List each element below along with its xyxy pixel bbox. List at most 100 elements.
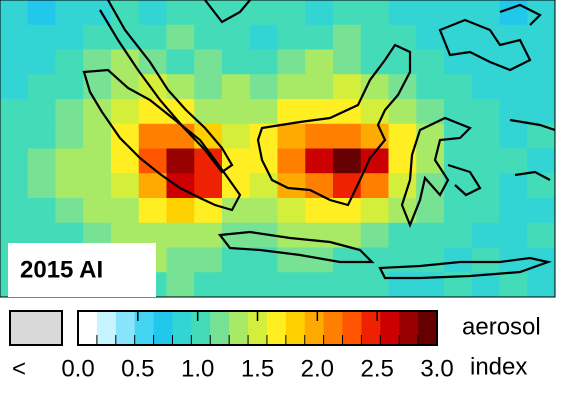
- grid-cell: [277, 198, 306, 224]
- grid-cell: [305, 272, 334, 298]
- grid-cell: [83, 148, 112, 174]
- grid-cell: [333, 247, 362, 273]
- colorbar-cell: [78, 311, 98, 345]
- grid-cell: [360, 173, 389, 199]
- colorbar-frame: [77, 310, 438, 346]
- grid-cell: [527, 148, 556, 174]
- grid-cell: [333, 74, 362, 100]
- grid-cell: [111, 99, 140, 125]
- grid-cell: [333, 123, 362, 149]
- grid-cell: [305, 222, 334, 248]
- grid-cell: [416, 0, 445, 26]
- grid-cell: [222, 49, 251, 75]
- grid-cell: [527, 74, 556, 100]
- grid-cell: [360, 123, 389, 149]
- grid-cell: [166, 0, 195, 26]
- grid-cell: [83, 24, 112, 50]
- grid-cell: [471, 148, 500, 174]
- grid-cell: [333, 99, 362, 125]
- colorbar-cell: [96, 311, 117, 345]
- title-box: [8, 243, 156, 297]
- grid-cell: [444, 148, 473, 174]
- map-frame: [0, 0, 556, 298]
- grid-cell: [360, 0, 389, 26]
- grid-cell: [471, 247, 500, 273]
- grid-cell: [111, 49, 140, 75]
- grid-cell: [305, 148, 334, 174]
- grid-cell: [138, 24, 167, 50]
- grid-cell: [416, 123, 445, 149]
- grid-cell: [333, 0, 362, 26]
- grid-cell: [388, 99, 417, 125]
- grid-cell: [527, 24, 556, 50]
- grid-cell: [333, 272, 362, 298]
- grid-cell: [388, 272, 417, 298]
- grid-cell: [222, 24, 251, 50]
- grid-cell: [277, 24, 306, 50]
- grid-cell: [27, 173, 56, 199]
- grid-cell: [166, 272, 195, 298]
- grid-cell: [27, 123, 56, 149]
- grid-cell: [55, 49, 84, 75]
- grid-cell: [277, 0, 306, 26]
- grid-cell: [444, 222, 473, 248]
- colorbar-cell: [134, 311, 155, 345]
- colorbar-label-line: index: [470, 353, 527, 380]
- grid-cell: [0, 198, 29, 224]
- grid-cell: [138, 0, 167, 26]
- grid-cell: [416, 74, 445, 100]
- grid-cell: [499, 49, 528, 75]
- grid-cell: [471, 173, 500, 199]
- grid-cell: [111, 198, 140, 224]
- grid-cell: [166, 222, 195, 248]
- grid-cell: [471, 222, 500, 248]
- grid-cell: [166, 148, 195, 174]
- grid-cell: [305, 74, 334, 100]
- grid-cell: [471, 123, 500, 149]
- grid-cell: [55, 24, 84, 50]
- grid-cell: [499, 272, 528, 298]
- grid-cell: [111, 173, 140, 199]
- grid-cell: [249, 198, 278, 224]
- colorbar-cell: [342, 311, 362, 345]
- grid-cell: [388, 173, 417, 199]
- grid-cell: [527, 173, 556, 199]
- grid-cell: [277, 99, 306, 125]
- grid-cell: [527, 198, 556, 224]
- below-range-symbol: <: [12, 355, 26, 382]
- grid-cell: [416, 247, 445, 273]
- colorbar-cell: [361, 311, 381, 345]
- grid-cell: [360, 74, 389, 100]
- grid-cell: [305, 123, 334, 149]
- below-range-swatch: [9, 310, 63, 346]
- grid-cell: [471, 198, 500, 224]
- grid-cell: [305, 198, 334, 224]
- grid-cell: [83, 198, 112, 224]
- colorbar-cell: [323, 311, 344, 345]
- grid-cell: [166, 173, 195, 199]
- colorbar-cell: [380, 311, 400, 345]
- grid-cell: [249, 148, 278, 174]
- grid-cell: [55, 148, 84, 174]
- grid-cell: [249, 173, 278, 199]
- grid-cell: [527, 123, 556, 149]
- lesser-sunda: [378, 256, 552, 280]
- grid-cell: [416, 272, 445, 298]
- colorbar-cell: [210, 311, 230, 345]
- grid-cell: [27, 99, 56, 125]
- grid-cell: [277, 148, 306, 174]
- grid-cell: [444, 74, 473, 100]
- grid-cell: [27, 49, 56, 75]
- grid-cell: [444, 247, 473, 273]
- grid-cell: [416, 49, 445, 75]
- grid-cell: [194, 173, 223, 199]
- map-title: 2015 AI: [20, 256, 103, 283]
- grid-cell: [194, 24, 223, 50]
- grid-cell: [166, 247, 195, 273]
- grid-cell: [194, 222, 223, 248]
- coastlines: [82, 0, 556, 280]
- grid-cell: [416, 198, 445, 224]
- colorbar-tick-label: 2.0: [301, 355, 334, 382]
- java: [217, 230, 375, 264]
- sumatra: [82, 68, 242, 212]
